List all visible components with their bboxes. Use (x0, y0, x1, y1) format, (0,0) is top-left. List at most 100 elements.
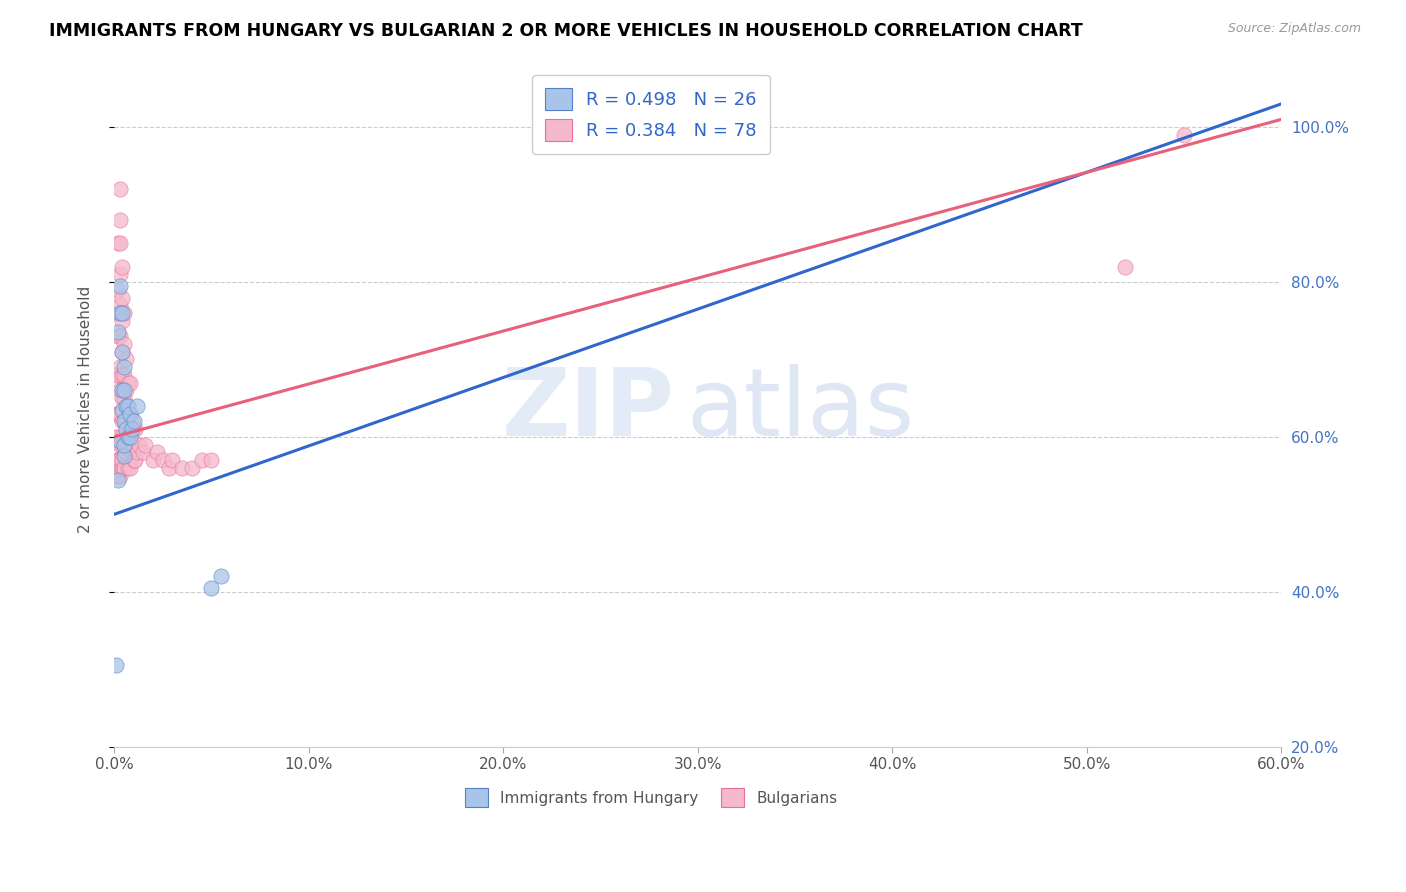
Point (105, 430, 128, 444)
Point (200, 453, 222, 467)
Point (124, 422, 146, 436)
Point (117, 430, 139, 444)
Point (200, 581, 222, 595)
Point (121, 414, 143, 428)
Point (105, 368, 128, 382)
Point (112, 414, 135, 428)
Point (114, 384, 136, 398)
Point (105, 468, 128, 483)
Point (108, 279, 131, 293)
Point (152, 453, 174, 467)
Point (105, 407, 128, 421)
Point (117, 407, 139, 421)
Text: IMMIGRANTS FROM HUNGARY VS BULGARIAN 2 OR MORE VEHICLES IN HOUSEHOLD CORRELATION: IMMIGRANTS FROM HUNGARY VS BULGARIAN 2 O… (49, 22, 1083, 40)
Point (117, 399, 139, 413)
Point (111, 260, 134, 274)
Point (128, 437, 150, 451)
Point (146, 445, 169, 459)
Point (121, 422, 143, 436)
Point (118, 437, 141, 451)
Point (118, 461, 141, 475)
Point (112, 384, 135, 398)
Text: atlas: atlas (686, 364, 914, 456)
Point (111, 453, 134, 467)
Point (107, 236, 129, 251)
Point (114, 445, 136, 459)
Y-axis label: 2 or more Vehicles in Household: 2 or more Vehicles in Household (79, 286, 93, 533)
Point (111, 391, 134, 405)
Point (108, 182, 131, 196)
Point (111, 344, 134, 359)
Text: ZIP: ZIP (502, 364, 675, 456)
Point (1173, 128, 1195, 142)
Point (107, 326, 129, 340)
Point (112, 391, 135, 405)
Point (118, 407, 141, 421)
Point (190, 453, 212, 467)
Point (112, 368, 135, 382)
Point (112, 450, 135, 464)
Point (111, 368, 134, 382)
Point (112, 414, 135, 428)
Point (111, 414, 134, 428)
Point (118, 407, 141, 421)
Point (122, 422, 145, 436)
Point (121, 445, 143, 459)
Point (122, 453, 145, 467)
Point (117, 437, 139, 451)
Point (112, 437, 135, 451)
Point (108, 268, 131, 282)
Point (107, 283, 129, 297)
Point (134, 437, 156, 451)
Point (114, 414, 136, 428)
Point (112, 461, 135, 475)
Point (117, 461, 139, 475)
Point (108, 306, 131, 320)
Point (112, 437, 135, 451)
Point (114, 399, 136, 413)
Point (209, 569, 232, 583)
Point (107, 407, 129, 421)
Point (162, 453, 184, 467)
Point (107, 468, 129, 483)
Point (118, 430, 141, 444)
Point (107, 473, 129, 487)
Point (108, 213, 131, 227)
Point (107, 306, 129, 320)
Point (108, 437, 131, 451)
Point (111, 306, 134, 320)
Point (111, 402, 134, 417)
Point (107, 430, 129, 444)
Point (1114, 260, 1136, 274)
Text: Source: ZipAtlas.com: Source: ZipAtlas.com (1227, 22, 1361, 36)
Point (108, 453, 131, 467)
Point (112, 461, 135, 475)
Point (105, 658, 128, 673)
Point (112, 360, 135, 375)
Point (108, 434, 131, 448)
Point (127, 445, 149, 459)
Point (107, 329, 129, 343)
Point (117, 376, 139, 390)
Point (108, 236, 131, 251)
Point (111, 461, 134, 475)
Point (111, 291, 134, 305)
Point (122, 414, 145, 428)
Point (142, 453, 165, 467)
Point (114, 422, 136, 436)
Point (127, 399, 149, 413)
Point (108, 360, 131, 375)
Point (107, 453, 129, 467)
Point (108, 329, 131, 343)
Legend: Immigrants from Hungary, Bulgarians: Immigrants from Hungary, Bulgarians (458, 782, 844, 814)
Point (108, 384, 131, 398)
Point (111, 430, 134, 444)
Point (111, 344, 134, 359)
Point (111, 314, 134, 328)
Point (157, 461, 180, 475)
Point (107, 368, 129, 382)
Point (105, 453, 128, 467)
Point (118, 376, 141, 390)
Point (124, 453, 146, 467)
Point (132, 445, 155, 459)
